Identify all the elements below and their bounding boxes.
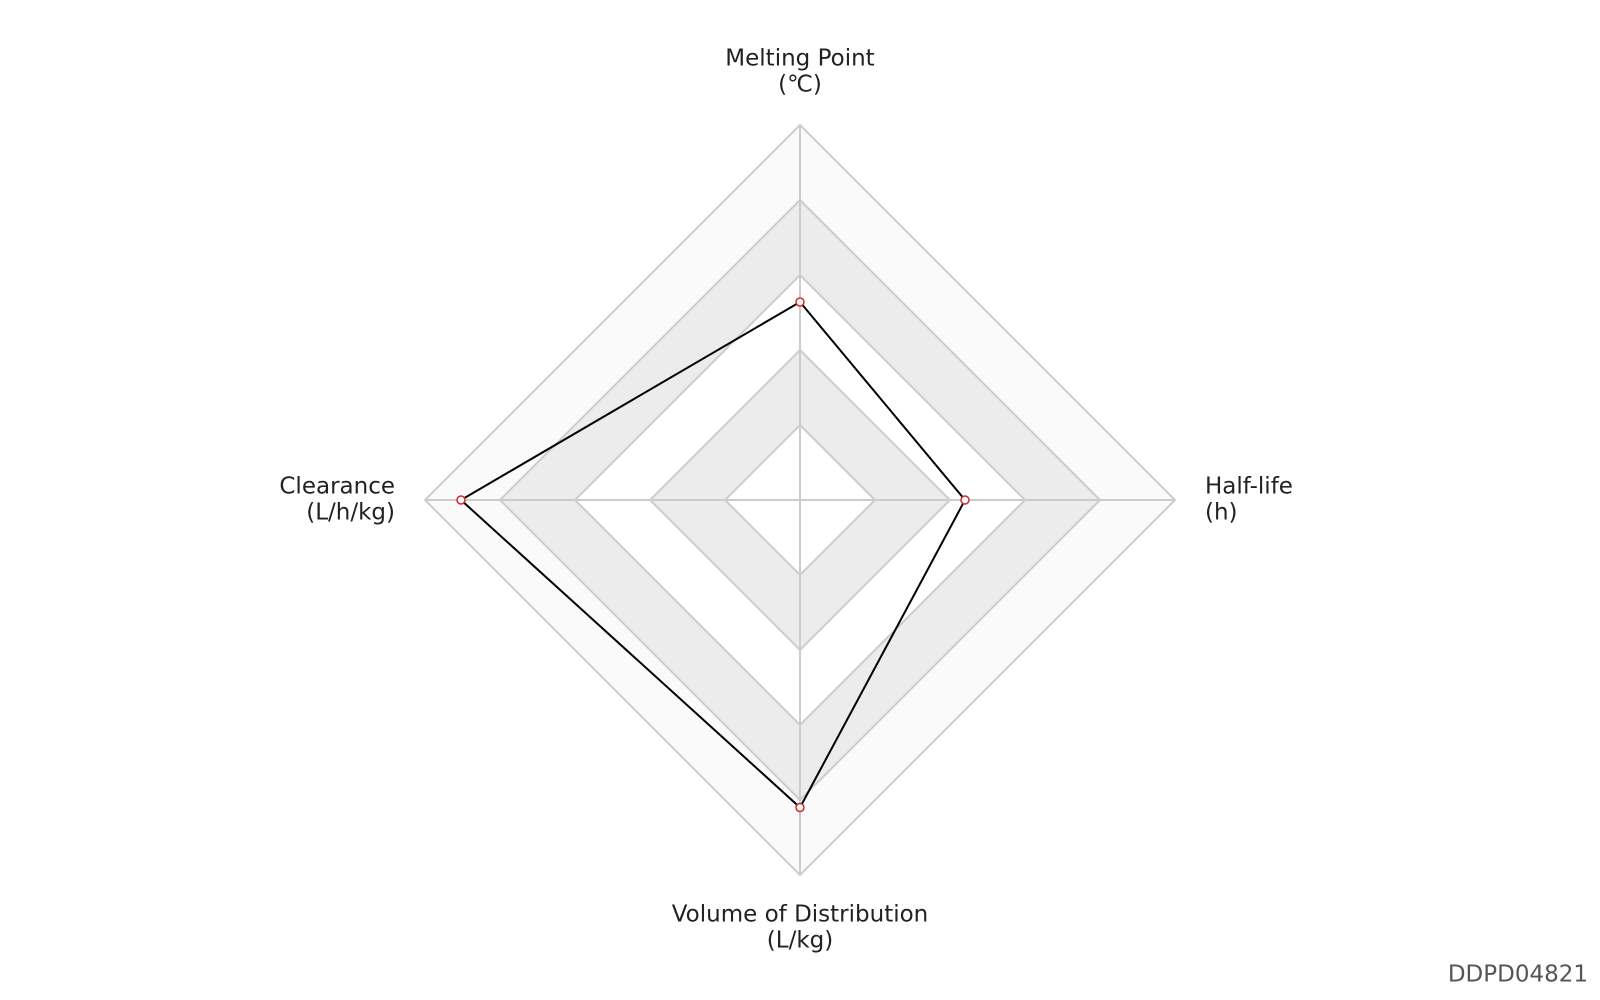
axis-label: Melting Point xyxy=(725,46,874,72)
axis-label: Volume of Distribution xyxy=(672,902,929,928)
data-point xyxy=(456,495,466,505)
axis-label: (L/h/kg) xyxy=(306,500,395,526)
data-point xyxy=(795,802,805,813)
axis-label: (h) xyxy=(1205,500,1238,526)
data-point xyxy=(795,297,805,307)
axis-label: Half-life xyxy=(1205,474,1293,500)
axis-label: (L/kg) xyxy=(767,928,833,954)
chart-id: DDPD04821 xyxy=(1448,962,1588,988)
data-point xyxy=(960,495,970,505)
axis-label: Clearance xyxy=(279,474,395,500)
axis-label: (℃) xyxy=(778,72,822,98)
